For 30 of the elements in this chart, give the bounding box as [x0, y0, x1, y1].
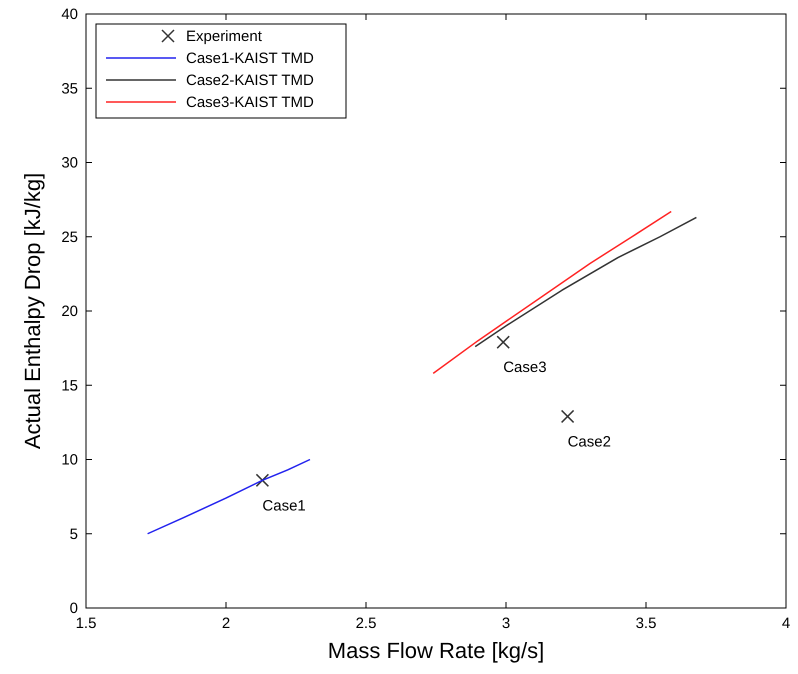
- x-tick-label: 2: [222, 615, 230, 632]
- y-tick-label: 15: [61, 377, 78, 394]
- y-tick-label: 20: [61, 303, 78, 320]
- y-tick-label: 10: [61, 452, 78, 468]
- y-tick-label: 0: [70, 600, 78, 617]
- line-series: [474, 216, 698, 348]
- annotation: Case1: [262, 497, 306, 514]
- line-series: [146, 458, 311, 534]
- y-tick-label: 35: [61, 80, 78, 98]
- x-tick-label: 1.5: [76, 615, 96, 632]
- annotation: Case2: [568, 433, 611, 450]
- point: [560, 410, 574, 424]
- legend-label: Case1-KAIST TMD: [186, 50, 314, 67]
- x-tick-label: 3: [502, 615, 510, 632]
- line-series: [432, 210, 672, 374]
- legend-label: Case3-KAIST TMD: [186, 94, 314, 111]
- x-tick-label: 3.5: [636, 615, 656, 632]
- x-axis-title: Mass Flow Rate [kg/s]: [328, 638, 544, 663]
- y-tick-label: 40: [61, 6, 78, 23]
- y-tick-label: 30: [61, 154, 78, 172]
- y-axis-title: Actual Enthalpy Drop [kJ/kg]: [20, 172, 45, 450]
- x-tick-label: 2.5: [356, 615, 376, 632]
- point: [256, 474, 270, 488]
- legend-label: Experiment: [186, 28, 263, 45]
- y-tick-label: 5: [70, 526, 78, 543]
- legend-label: Case2-KAIST TMD: [186, 72, 314, 89]
- y-tick-label: 25: [61, 228, 78, 246]
- point: [496, 335, 510, 349]
- x-tick-label: 4: [782, 615, 790, 632]
- annotation: Case3: [503, 359, 547, 376]
